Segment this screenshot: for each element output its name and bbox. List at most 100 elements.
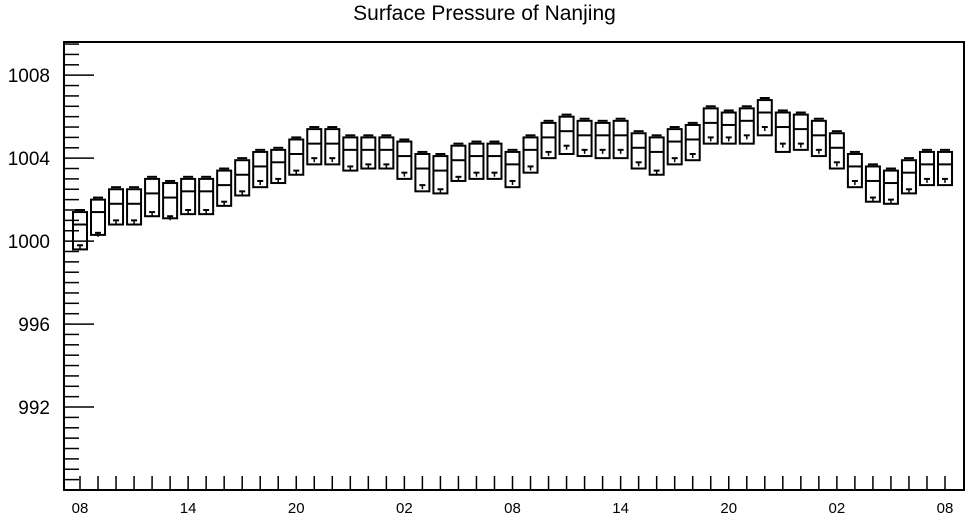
box-series (72, 97, 953, 251)
box-rect (378, 136, 395, 170)
box-rect (234, 159, 251, 197)
box-item (738, 105, 755, 145)
y-axis: 992 996 1000 1004 1008 (8, 43, 94, 491)
box-rect (432, 155, 449, 195)
box-rect (846, 153, 863, 189)
box-item (648, 134, 665, 176)
box-item (774, 109, 791, 153)
box-rect (162, 182, 179, 220)
box-item (378, 134, 395, 170)
box-item (396, 138, 413, 180)
box-item (882, 167, 899, 205)
box-rect (108, 188, 125, 226)
box-rect (774, 111, 791, 153)
box-rect (648, 136, 665, 176)
box-rect (576, 119, 593, 158)
box-rect (720, 111, 737, 145)
box-item (576, 117, 593, 158)
x-axis: 08 14 20 02 08 14 20 02 08 (72, 476, 954, 517)
box-item (594, 119, 611, 160)
box-rect (540, 121, 557, 160)
box-rect (198, 177, 215, 216)
x-tick-label: 08 (504, 500, 521, 517)
box-rect (414, 153, 431, 193)
box-rect (900, 159, 917, 195)
box-rect (396, 140, 413, 180)
box-item (828, 130, 845, 170)
box-item (720, 109, 737, 145)
box-item (126, 186, 143, 226)
box-rect (918, 150, 935, 187)
box-rect (486, 142, 503, 180)
box-item (288, 136, 305, 176)
box-item (540, 119, 557, 160)
box-rect (738, 107, 755, 145)
box-rect (288, 138, 305, 176)
y-tick-label: 996 (18, 315, 50, 336)
box-item (252, 148, 269, 189)
box-item (234, 157, 251, 197)
box-rect (90, 198, 107, 236)
box-rect (594, 121, 611, 160)
x-tick-label: 14 (180, 500, 197, 517)
box-item (198, 175, 215, 216)
y-tick-label: 1004 (8, 149, 51, 170)
box-rect (450, 144, 467, 182)
box-item (756, 97, 773, 137)
box-rect (342, 136, 359, 172)
box-rect (558, 115, 575, 155)
box-item (180, 175, 197, 216)
box-rect (630, 132, 647, 170)
box-item (792, 111, 809, 151)
box-item (504, 148, 521, 189)
box-item (270, 146, 287, 185)
box-item (558, 113, 575, 155)
box-rect (522, 136, 539, 174)
y-tick-label: 1000 (8, 232, 50, 253)
box-item (522, 134, 539, 174)
box-item (900, 157, 917, 195)
box-item (864, 163, 881, 203)
box-item (324, 126, 341, 166)
box-item (937, 148, 953, 187)
y-tick-label: 1008 (8, 66, 50, 87)
box-rect (72, 211, 88, 251)
box-item (360, 134, 377, 170)
box-rect (810, 119, 827, 158)
box-rect (937, 150, 953, 187)
y-tick-label: 992 (18, 398, 50, 419)
box-item (414, 150, 431, 193)
box-rect (180, 177, 197, 216)
box-rect (882, 169, 899, 205)
x-tick-label: 08 (72, 500, 89, 517)
box-item (630, 130, 647, 170)
box-item (72, 209, 88, 251)
x-tick-label: 02 (396, 500, 413, 517)
box-item (450, 142, 467, 182)
x-tick-label: 08 (937, 500, 954, 517)
box-rect (126, 188, 143, 226)
box-rect (756, 99, 773, 137)
box-rect (306, 128, 323, 166)
x-tick-label: 02 (829, 500, 846, 517)
box-rect (468, 142, 485, 180)
x-tick-label: 20 (720, 500, 737, 517)
x-tick-label: 14 (612, 500, 629, 517)
box-rect (864, 165, 881, 203)
box-rect (612, 119, 629, 160)
box-rect (216, 169, 233, 207)
box-item (612, 117, 629, 160)
box-item (432, 153, 449, 195)
box-item (216, 167, 233, 207)
box-item (90, 196, 107, 237)
box-rect (792, 113, 809, 151)
box-rect (252, 150, 269, 189)
box-rect (684, 123, 701, 162)
box-item (306, 126, 323, 166)
box-item (684, 121, 701, 162)
box-rect (360, 136, 377, 170)
box-item (810, 117, 827, 158)
box-item (702, 105, 719, 145)
